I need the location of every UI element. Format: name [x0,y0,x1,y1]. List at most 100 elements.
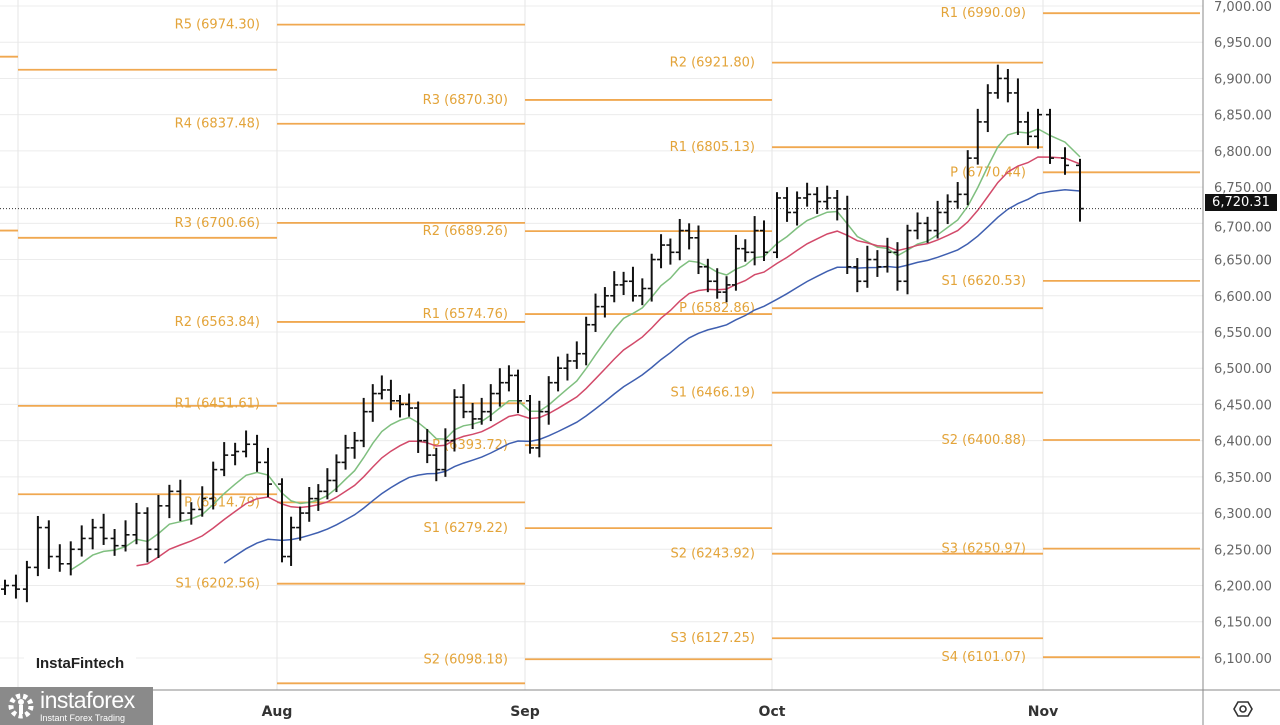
ohlc-bar [55,544,64,572]
ohlc-bar [923,216,932,243]
ohlc-bar [628,266,637,302]
y-tick-label: 6,750.00 [1214,181,1272,196]
ohlc-bar [813,187,822,214]
ohlc-bar [1,579,9,595]
ohlc-bar [414,401,423,453]
y-tick-label: 6,650.00 [1214,254,1272,269]
moving-average-line [136,156,1081,567]
ohlc-bar [495,368,504,407]
pivot-level-label: R2 (6689.26) [423,224,508,239]
y-tick-label: 7,000.00 [1214,0,1272,15]
brand-tagline: Instant Forex Trading [40,713,126,723]
moving-averages [70,128,1081,571]
pivot-level-label: R2 (6563.84) [175,315,260,330]
y-axis[interactable]: 7,000.00 6,950.00 6,900.00 6,850.00 6,800.00… [1214,0,1272,667]
ohlc-bar [377,375,386,400]
pivot-level-label: S1 (6279.22) [423,521,508,536]
pivot-level-label: P (6770.44) [950,165,1026,180]
ohlc-bar [873,250,882,277]
ohlc-bar [154,494,163,558]
ohlc-bar [278,478,286,563]
ohlc-bar [514,369,522,414]
ohlc-bar [741,239,750,262]
pivot-level-label: P (6582.86) [679,301,755,316]
ohlc-bar [993,64,1002,99]
ohlc-bar [332,454,341,493]
ohlc-bar [423,429,432,464]
ohlc-bar [468,402,477,430]
ohlc-bar [323,468,332,500]
y-tick-label: 6,550.00 [1214,326,1272,341]
ohlc-bar [450,389,459,452]
ohlc-bar [803,182,812,207]
pivot-level-label: R3 (6870.30) [423,93,508,108]
y-tick-label: 6,200.00 [1214,580,1272,595]
pivot-level-label: S3 (6250.97) [941,542,1026,557]
ohlc-bar [242,430,251,458]
ohlc-bar [176,479,185,522]
pivot-level-label: R4 (6837.48) [175,117,260,132]
ohlc-bar [793,191,802,226]
y-tick-label: 6,600.00 [1214,290,1272,305]
ohlc-bar [264,447,272,498]
ohlc-bar [253,434,262,472]
y-tick-label: 6,500.00 [1214,362,1272,377]
pivot-level-label: R1 (6990.09) [941,6,1026,21]
ohlc-bar [647,253,656,302]
pivot-level-label: R3 (6700.66) [175,216,260,231]
ohlc-bar [477,397,486,425]
ohlc-bar [694,225,703,275]
ohlc-bar [143,507,152,563]
ohlc-bar [33,515,42,577]
ohlc-bar [535,400,544,458]
ohlc-bar [441,428,450,477]
ohlc-bar [1034,108,1042,149]
y-tick-label: 6,300.00 [1214,507,1272,522]
grid [0,0,1203,690]
pivot-level-label: R1 (6451.61) [175,396,260,411]
pivot-level-label: R1 (6805.13) [670,140,755,155]
ohlc-bar [713,268,722,299]
ohlc-bar [963,150,972,206]
ohlc-bar [314,484,323,511]
pivot-level-label: R1 (6574.76) [423,307,508,322]
pivot-level-label: S1 (6620.53) [941,274,1026,289]
ohlc-bar [703,258,712,293]
eye-visibility-icon[interactable] [1233,700,1253,718]
ohlc-bar [657,234,666,269]
ohlc-bar [883,237,892,273]
ohlc-bar [77,525,86,557]
ohlc-bar [11,574,20,599]
moving-average-line [223,189,1081,564]
ohlc-bar [1023,111,1032,146]
ohlc-bar [983,84,992,133]
y-tick-label: 6,400.00 [1214,435,1272,450]
current-price-label: 6,720.31 [1205,194,1277,211]
ohlc-bar [913,212,922,240]
ohlc-bar [220,442,229,477]
ohlc-bar [666,238,675,265]
x-tick-label: Sep [510,704,540,720]
ohlc-bar [731,234,740,291]
ohlc-bar [582,316,591,366]
x-axis[interactable]: Aug Sep Oct Nov [262,704,1059,720]
ohlc-bar [66,541,75,576]
ohlc-bars [1,64,1084,603]
ohlc-bar [1046,108,1054,164]
pivot-level-label: S2 (6243.92) [670,547,755,562]
ohlc-bar [110,529,119,556]
ohlc-bar [209,461,218,510]
ohlc-bar [750,216,759,266]
pivot-level-label: S4 (6101.07) [941,650,1026,665]
ohlc-bar [685,223,694,250]
ohlc-bar [572,341,581,369]
moving-average-line [70,128,1081,571]
ohlc-bar [973,108,982,165]
ohlc-bar [563,353,572,381]
ohlc-bar [99,513,108,545]
y-tick-label: 6,250.00 [1214,543,1272,558]
pivot-level-label: S1 (6202.56) [175,577,260,592]
y-tick-label: 6,700.00 [1214,220,1272,235]
ohlc-bar [504,365,513,392]
